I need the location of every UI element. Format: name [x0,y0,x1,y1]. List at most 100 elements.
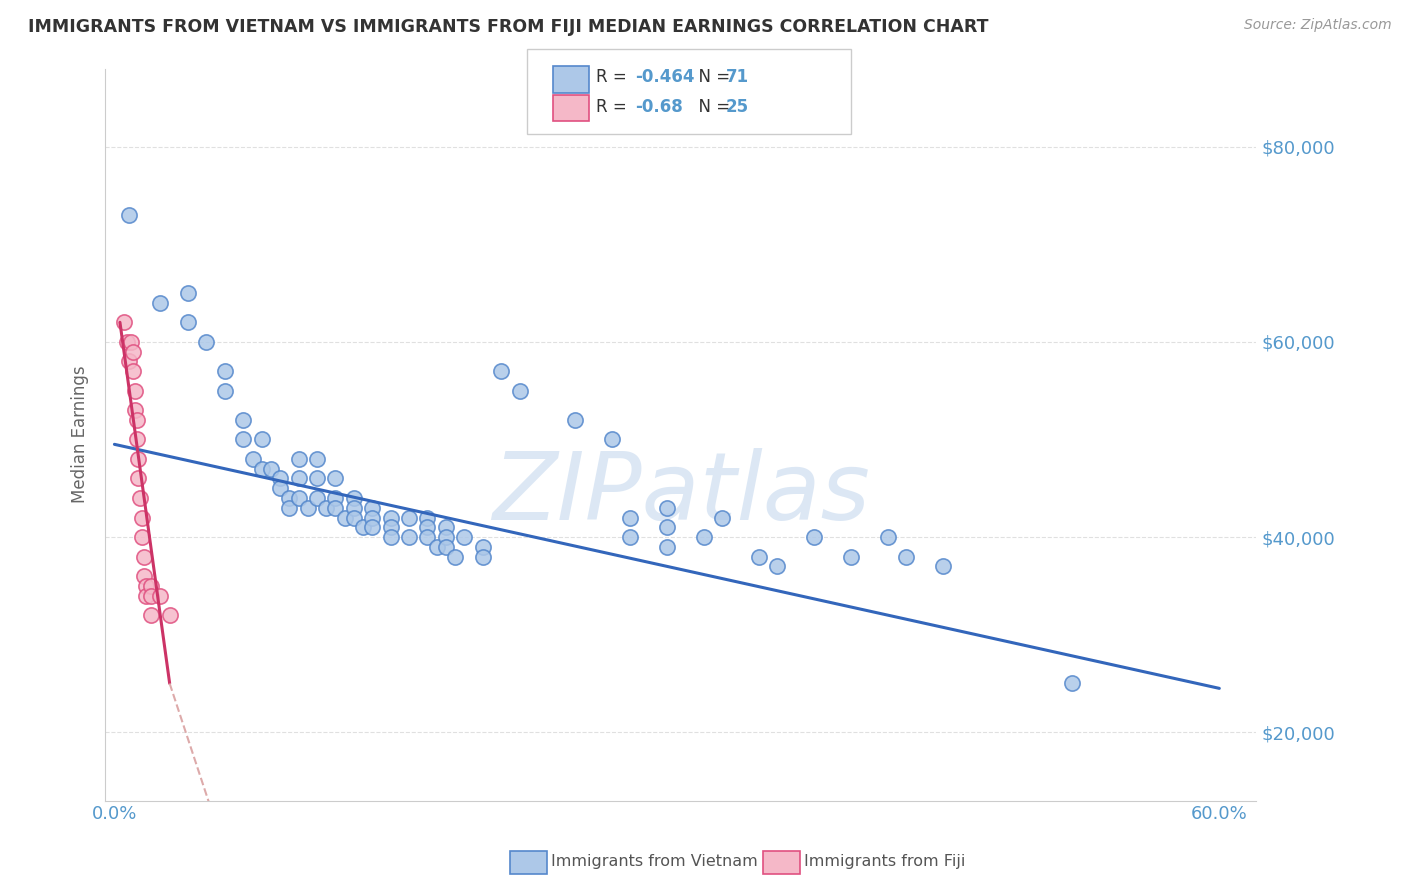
Point [141,589,163,603]
Point [471,540,494,554]
Point [748,549,770,564]
Point [398,510,420,524]
Point [141,579,163,593]
Point [305,491,328,505]
Point [325,491,347,505]
Point [380,520,402,534]
Point [121,344,143,359]
Point [352,520,374,534]
Point [619,510,641,524]
Point [131,510,153,524]
Point [711,510,734,524]
Text: 25: 25 [725,98,748,116]
Point [117,334,139,349]
Point [118,354,141,368]
Point [260,461,283,475]
Point [343,491,366,505]
Point [287,452,309,467]
Point [305,471,328,485]
Point [149,295,172,310]
Point [127,452,149,467]
Point [434,530,457,544]
Point [434,540,457,554]
Point [416,520,439,534]
Point [177,286,200,301]
Point [361,510,384,524]
Point [333,510,356,524]
Point [141,608,163,623]
Point [269,471,291,485]
Point [177,315,200,329]
Point [287,491,309,505]
Point [380,510,402,524]
Point [655,540,678,554]
Point [135,589,157,603]
Text: -0.68: -0.68 [636,98,683,116]
Point [132,569,155,583]
Point [619,530,641,544]
Point [250,433,273,447]
Point [398,530,420,544]
Text: 71: 71 [725,68,748,86]
Point [232,413,254,427]
Point [124,384,146,398]
Point [325,471,347,485]
Y-axis label: Median Earnings: Median Earnings [72,366,89,503]
Point [564,413,586,427]
Point [434,520,457,534]
Point [343,510,366,524]
Point [118,822,141,837]
Point [839,549,862,564]
Point [361,520,384,534]
Text: IMMIGRANTS FROM VIETNAM VS IMMIGRANTS FROM FIJI MEDIAN EARNINGS CORRELATION CHAR: IMMIGRANTS FROM VIETNAM VS IMMIGRANTS FR… [28,18,988,36]
Text: R =: R = [596,98,633,116]
Text: Immigrants from Fiji: Immigrants from Fiji [804,855,966,869]
Point [135,579,157,593]
Point [127,471,149,485]
Point [876,530,898,544]
Text: Immigrants from Vietnam: Immigrants from Vietnam [551,855,758,869]
Point [453,530,475,544]
Text: N =: N = [688,98,735,116]
Point [278,491,301,505]
Text: -0.464: -0.464 [636,68,695,86]
Point [129,491,152,505]
Text: Source: ZipAtlas.com: Source: ZipAtlas.com [1244,18,1392,32]
Point [426,540,449,554]
Point [118,208,141,222]
Point [471,549,494,564]
Point [287,471,309,485]
Point [132,549,155,564]
Point [361,500,384,515]
Point [416,530,439,544]
Point [242,452,264,467]
Point [932,559,955,574]
Point [159,608,181,623]
Point [250,461,273,475]
Point [125,433,148,447]
Point [297,500,319,515]
Point [444,549,467,564]
Point [269,481,291,495]
Text: ZIPatlas: ZIPatlas [492,448,870,539]
Point [896,549,918,564]
Point [124,403,146,417]
Point [214,384,236,398]
Point [305,452,328,467]
Point [655,520,678,534]
Point [655,500,678,515]
Point [489,364,512,378]
Point [1060,676,1083,690]
Point [131,530,153,544]
Point [600,433,623,447]
Point [509,384,531,398]
Point [692,530,714,544]
Point [343,500,366,515]
Point [232,433,254,447]
Point [325,500,347,515]
Point [315,500,337,515]
Point [149,589,172,603]
Point [121,364,143,378]
Point [195,334,218,349]
Point [125,413,148,427]
